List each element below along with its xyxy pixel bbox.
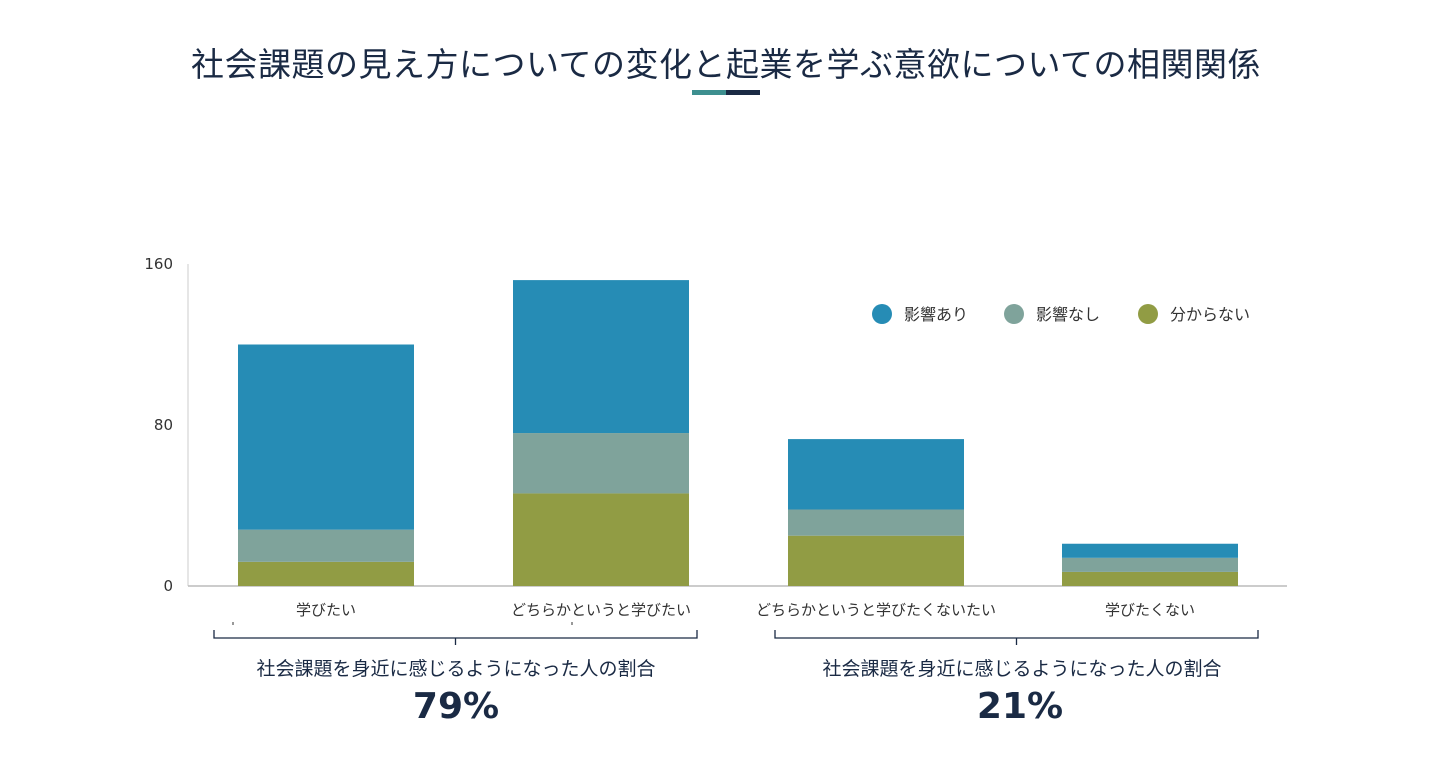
- legend-label: 分からない: [1170, 305, 1250, 324]
- bar-segment: [788, 439, 964, 510]
- title-underline-navy: [726, 90, 760, 95]
- group-percent-left: 79%: [412, 686, 500, 727]
- y-tick-label: 160: [144, 255, 173, 273]
- title-underline-teal: [692, 90, 726, 95]
- x-category-label: どちらかというと学びたい: [511, 601, 691, 619]
- bar-segment: [238, 529, 414, 562]
- y-tick-label: 0: [163, 577, 173, 595]
- bar-segment: [1062, 557, 1238, 572]
- legend-label: 影響なし: [1036, 305, 1100, 324]
- legend-marker: [1004, 304, 1024, 324]
- bar-segment: [513, 493, 689, 586]
- legend-marker: [1138, 304, 1158, 324]
- bar-segment: [238, 344, 414, 530]
- group-label-right: 社会課題を身近に感じるようになった人の割合: [822, 658, 1222, 680]
- group-percent-right: 21%: [976, 686, 1064, 727]
- legend-marker: [872, 304, 892, 324]
- bar-segment: [788, 509, 964, 536]
- bar-segment: [1062, 543, 1238, 558]
- bar-segment: [238, 561, 414, 586]
- bar-segment: [513, 433, 689, 494]
- chart-title: 社会課題の見え方についての変化と起業を学ぶ意欲についての相関関係: [190, 45, 1262, 84]
- legend-label: 影響あり: [904, 305, 968, 324]
- bar-segment: [1062, 571, 1238, 586]
- bar-segment: [513, 280, 689, 434]
- group-bracket-right: [774, 630, 1259, 645]
- bar-segment: [788, 535, 964, 586]
- y-tick-label: 80: [154, 416, 173, 434]
- group-bracket-left: [213, 630, 698, 645]
- x-category-label: どちらかというと学びたくないたい: [756, 601, 996, 619]
- x-category-label: 学びたくない: [1105, 601, 1195, 619]
- x-category-label: 学びたい: [296, 601, 356, 619]
- group-label-left: 社会課題を身近に感じるようになった人の割合: [256, 658, 656, 680]
